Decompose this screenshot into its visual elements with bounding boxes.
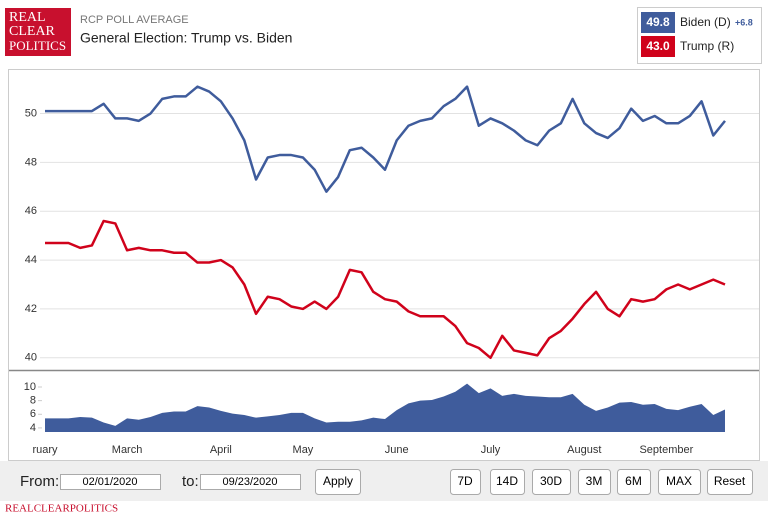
- range-button[interactable]: [532, 469, 571, 495]
- logo: [5, 8, 71, 56]
- legend-value: 43.0: [646, 39, 670, 53]
- range-button[interactable]: [617, 469, 651, 495]
- legend-name: Trump (R): [680, 39, 734, 53]
- x-tick-label: May: [293, 444, 314, 456]
- range-button[interactable]: [450, 469, 481, 495]
- y-tick-label: 4: [30, 422, 36, 434]
- legend-value: 49.8: [646, 15, 670, 29]
- y-tick-label: 46: [25, 205, 37, 217]
- x-tick-label: ruary: [32, 444, 58, 456]
- range-label[interactable]: 14D: [496, 474, 518, 488]
- spread-label: +6.8: [735, 17, 753, 27]
- y-tick-label: 40: [25, 352, 37, 364]
- footer-brand: REALCLEARPOLITICS: [5, 503, 118, 515]
- series-line: [45, 219, 726, 360]
- from-date[interactable]: 02/01/2020: [82, 476, 137, 488]
- from-label: From:: [20, 473, 59, 490]
- y-tick-label: 50: [25, 107, 37, 119]
- y-tick-label: 48: [25, 156, 37, 168]
- x-tick-label: March: [112, 444, 143, 456]
- logo-text: POLITICS: [9, 38, 66, 53]
- range-button[interactable]: [707, 469, 753, 495]
- x-tick-label: August: [567, 444, 601, 456]
- kicker: RCP POLL AVERAGE: [80, 14, 189, 26]
- y-tick-label: 10: [24, 381, 36, 393]
- x-tick-label: June: [385, 444, 409, 456]
- logo-text: REAL: [9, 10, 46, 25]
- x-tick-label: September: [639, 444, 693, 456]
- apply-label[interactable]: Apply: [323, 474, 353, 488]
- legend-swatch: [641, 12, 675, 33]
- range-label[interactable]: Reset: [714, 474, 746, 488]
- range-button[interactable]: [658, 469, 701, 495]
- range-label[interactable]: 7D: [457, 474, 473, 488]
- logo-text: CLEAR: [9, 24, 56, 39]
- to-input[interactable]: [200, 474, 301, 490]
- y-tick-label: 44: [25, 254, 37, 266]
- range-label[interactable]: MAX: [666, 474, 692, 488]
- apply-button[interactable]: [315, 469, 361, 495]
- range-label[interactable]: 30D: [540, 474, 562, 488]
- x-tick-label: April: [210, 444, 232, 456]
- from-input[interactable]: [60, 474, 161, 490]
- range-label[interactable]: 3M: [586, 474, 603, 488]
- legend-name: Biden (D): [680, 15, 731, 29]
- to-date[interactable]: 09/23/2020: [222, 476, 277, 488]
- y-tick-label: 42: [25, 303, 37, 315]
- y-tick-label: 8: [30, 395, 36, 407]
- to-label: to:: [182, 473, 199, 490]
- series-line: [45, 85, 726, 193]
- spread-area: [45, 383, 725, 432]
- chart-title: General Election: Trump vs. Biden: [80, 30, 292, 46]
- legend-swatch: [641, 36, 675, 57]
- y-tick-label: 6: [30, 408, 36, 420]
- range-button[interactable]: [578, 469, 611, 495]
- range-label[interactable]: 6M: [625, 474, 642, 488]
- x-tick-label: July: [481, 444, 501, 456]
- plot-panel: [8, 69, 760, 461]
- range-button[interactable]: [490, 469, 525, 495]
